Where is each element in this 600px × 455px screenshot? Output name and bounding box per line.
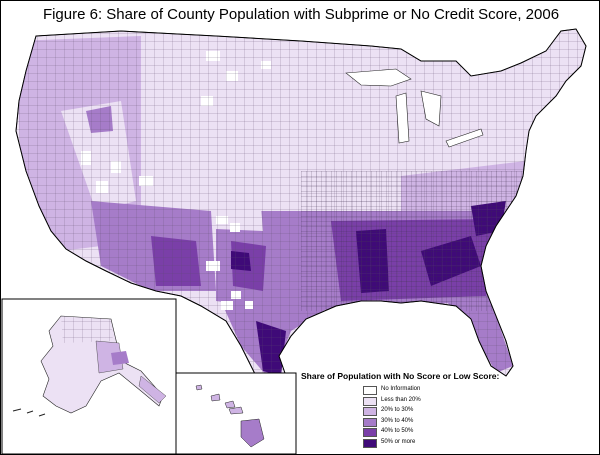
legend-label: 30% to 40% [381, 417, 414, 424]
legend-title: Share of Population with No Score or Low… [301, 371, 500, 381]
lake-superior [345, 68, 412, 87]
legend-label: 50% or more [381, 438, 416, 445]
legend-swatch [363, 428, 377, 438]
lake-michigan [395, 92, 410, 144]
legend-item-20-to-30: 20% to 30% [363, 406, 521, 417]
alaska-shape [12, 315, 167, 417]
legend-swatch [363, 438, 377, 448]
hawaii-shape [195, 384, 265, 448]
legend-item-no-information: No Information [363, 385, 521, 396]
legend-item-40-to-50: 40% to 50% [363, 427, 521, 438]
legend-swatch [363, 417, 377, 427]
legend-label: 40% to 50% [381, 428, 414, 435]
figure-title: Figure 6: Share of County Population wit… [42, 6, 560, 23]
legend-label: Less than 20% [381, 396, 421, 403]
legend-label: 20% to 30% [381, 407, 414, 414]
lake-huron [420, 90, 442, 127]
legend-item-50-or-more: 50% or more [363, 438, 521, 449]
legend-swatch [363, 396, 377, 406]
legend-item-less-than-20: Less than 20% [363, 396, 521, 407]
map-legend: Share of Population with No Score or Low… [301, 371, 521, 449]
legend-item-30-to-40: 30% to 40% [363, 417, 521, 428]
legend-swatch [363, 386, 377, 395]
legend-swatch [363, 407, 377, 417]
legend-label: No Information [381, 386, 421, 392]
lake-erie [445, 128, 484, 148]
